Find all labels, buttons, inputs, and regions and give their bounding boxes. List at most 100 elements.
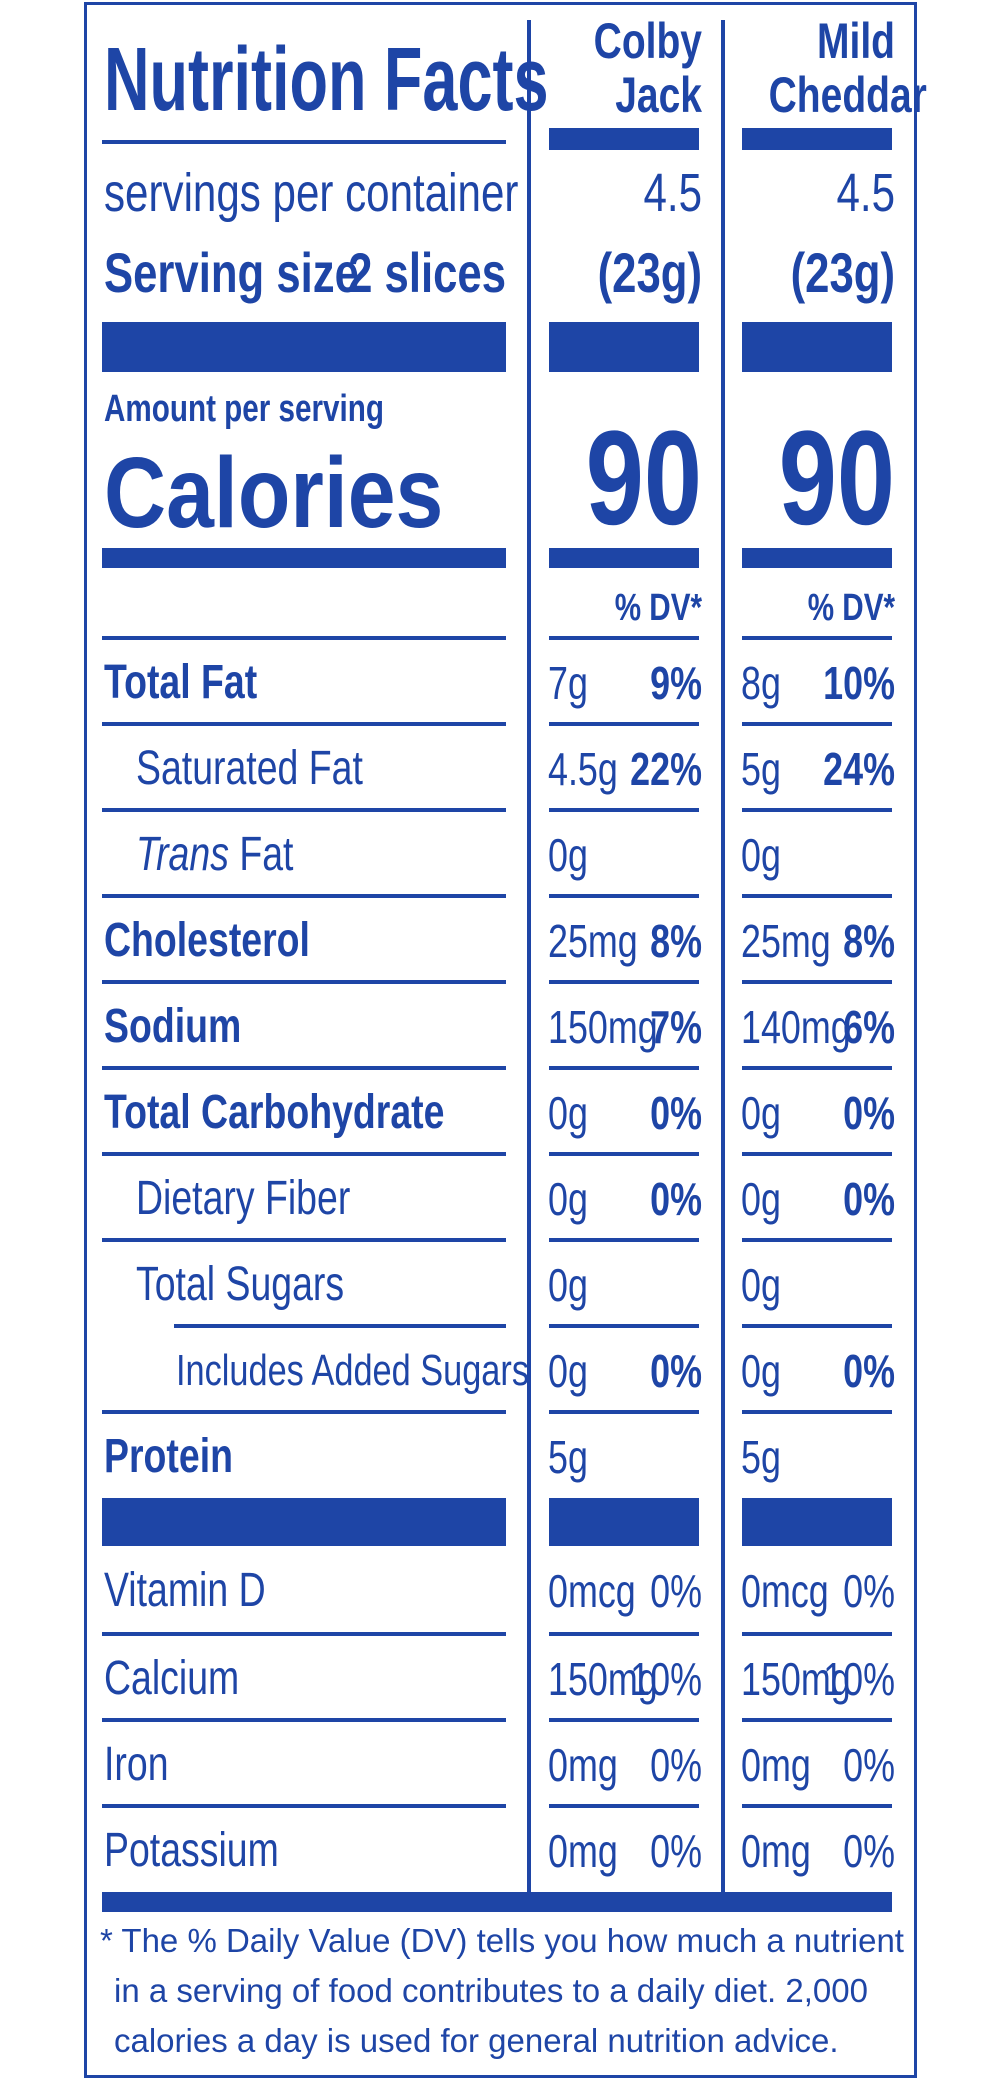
- column-2-amount-trans-fat: 0g: [741, 829, 781, 881]
- column-2-dv-dietary-fiber: 0%: [843, 1173, 895, 1225]
- column-1-amount-dietary-fiber: 0g: [548, 1173, 588, 1225]
- amount-per-serving-label: Amount per serving: [104, 388, 384, 430]
- column-2-dv-calcium: 10%: [823, 1653, 895, 1705]
- column-1-amount-trans-fat: 0g: [548, 829, 588, 881]
- column-1-header-bar: [549, 128, 699, 150]
- vitamin-label-calcium: Calcium: [104, 1652, 240, 1705]
- column-1-dv-cholesterol: 8%: [650, 915, 702, 967]
- column-1-dv-calcium: 10%: [630, 1653, 702, 1705]
- row-rule: [102, 1238, 506, 1242]
- row-rule: [742, 980, 892, 984]
- column-2-amount-cholesterol: 25mg: [741, 915, 831, 967]
- vitamin-label-vitamin-d: Vitamin D: [104, 1564, 266, 1617]
- nutrient-label-total-carbohydrate: Total Carbohydrate: [104, 1086, 445, 1139]
- column-2-servings: 4.5: [836, 163, 895, 223]
- column-1-dv-total-fat: 9%: [650, 657, 702, 709]
- row-rule: [549, 1804, 699, 1808]
- column-2-amount-total-sugars: 0g: [741, 1259, 781, 1311]
- column-1-amount-protein: 5g: [548, 1431, 588, 1483]
- vitamin-label-potassium: Potassium: [104, 1824, 279, 1877]
- trans-italic: Trans: [136, 828, 229, 881]
- column-1-dv-iron: 0%: [650, 1739, 702, 1791]
- column-2-dv-potassium: 0%: [843, 1825, 895, 1877]
- column-2-calories-bar: [742, 548, 892, 568]
- column-divider-1: [527, 20, 531, 1910]
- column-2-amount-potassium: 0mg: [741, 1825, 811, 1877]
- vitamin-label-iron: Iron: [104, 1738, 169, 1791]
- protein-thick-bar: [102, 1498, 506, 1546]
- column-1-amount-vitamin-d: 0mcg: [548, 1565, 636, 1617]
- row-rule: [549, 1152, 699, 1156]
- column-1-amount-saturated-fat: 4.5g: [548, 743, 618, 795]
- row-rule: [102, 1066, 506, 1070]
- row-rule: [742, 1066, 892, 1070]
- serving-size-value: 2 slices: [348, 241, 506, 304]
- footnote-line-1: * The % Daily Value (DV) tells you how m…: [100, 1922, 904, 1959]
- row-rule: [102, 1152, 506, 1156]
- nutrient-label-dietary-fiber: Dietary Fiber: [136, 1172, 351, 1225]
- column-1-dv-vitamin-d: 0%: [650, 1565, 702, 1617]
- column-1-amount-total-sugars: 0g: [548, 1259, 588, 1311]
- column-2-calories: 90: [778, 404, 895, 553]
- column-1-servings: 4.5: [643, 163, 702, 223]
- calories-bar: [102, 548, 506, 568]
- row-rule: [549, 1324, 699, 1328]
- row-rule: [742, 1324, 892, 1328]
- column-1-dv-sodium: 7%: [650, 1001, 702, 1053]
- column-1-dv-dietary-fiber: 0%: [650, 1173, 702, 1225]
- column-1-amount-sodium: 150mg: [548, 1001, 658, 1053]
- column-2-amount-protein: 5g: [741, 1431, 781, 1483]
- row-rule: [549, 980, 699, 984]
- calories-label: Calories: [104, 437, 444, 549]
- column-1-calories-bar: [549, 548, 699, 568]
- row-rule: [102, 1632, 506, 1636]
- row-rule: [742, 808, 892, 812]
- row-rule: [549, 722, 699, 726]
- trans-rest: Fat: [228, 828, 294, 881]
- nutrient-label-added-sugars: Includes Added Sugars: [176, 1346, 529, 1395]
- row-rule: [102, 894, 506, 898]
- row-rule: [549, 894, 699, 898]
- nutrient-label-cholesterol: Cholesterol: [104, 914, 310, 967]
- column-divider-2: [721, 20, 725, 1910]
- column-2-dv-total-carbohydrate: 0%: [843, 1087, 895, 1139]
- row-rule: [742, 722, 892, 726]
- column-1-dv-saturated-fat: 22%: [630, 743, 702, 795]
- row-rule: [742, 636, 892, 640]
- column-2-amount-total-fat: 8g: [741, 657, 781, 709]
- column-1-calories: 90: [585, 404, 702, 553]
- column-2-amount-saturated-fat: 5g: [741, 743, 781, 795]
- column-1-amount-total-carbohydrate: 0g: [548, 1087, 588, 1139]
- column-2-name-line2: Cheddar: [768, 67, 927, 123]
- servings-per-container-label: servings per container: [104, 163, 519, 223]
- column-1-amount-added-sugars: 0g: [548, 1345, 588, 1397]
- column-2-dv-sodium: 6%: [843, 1001, 895, 1053]
- row-rule: [742, 894, 892, 898]
- column-2-dv-saturated-fat: 24%: [823, 743, 895, 795]
- column-2-dv-vitamin-d: 0%: [843, 1565, 895, 1617]
- column-2-amount-sodium: 140mg: [741, 1001, 851, 1053]
- column-2-dv-cholesterol: 8%: [843, 915, 895, 967]
- row-rule: [549, 1238, 699, 1242]
- row-rule: [549, 1718, 699, 1722]
- row-rule: [549, 808, 699, 812]
- column-1-dv-header: % DV*: [614, 587, 702, 629]
- column-1-serving-thick-bar: [549, 322, 699, 372]
- column-1-amount-iron: 0mg: [548, 1739, 618, 1791]
- column-1-amount-total-fat: 7g: [548, 657, 588, 709]
- column-2-dv-header: % DV*: [807, 587, 895, 629]
- row-rule: [742, 1718, 892, 1722]
- row-rule: [102, 980, 506, 984]
- serving-thick-bar: [102, 322, 506, 372]
- column-2-dv-total-fat: 10%: [823, 657, 895, 709]
- column-1-name-line2: Jack: [615, 67, 702, 123]
- footnote-line-2: in a serving of food contributes to a da…: [114, 1972, 868, 2009]
- row-rule: [102, 808, 506, 812]
- row-rule: [102, 1410, 506, 1414]
- row-rule: [742, 1410, 892, 1414]
- column-1-serving-weight: (23g): [597, 241, 702, 304]
- row-rule: [742, 1238, 892, 1242]
- nutrient-label-total-fat: Total Fat: [104, 656, 258, 709]
- nutrition-facts-panel: [84, 2, 917, 2078]
- nutrient-label-trans-fat: Trans Fat: [136, 812, 293, 898]
